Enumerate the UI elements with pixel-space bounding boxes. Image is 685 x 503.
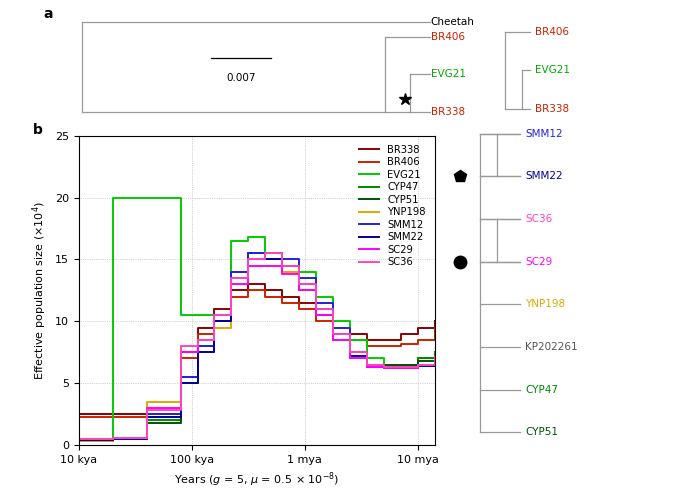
Text: 0.007: 0.007 [226, 73, 256, 83]
Text: SMM12: SMM12 [525, 129, 562, 139]
Text: BR406: BR406 [431, 32, 464, 42]
Text: EVG21: EVG21 [431, 69, 466, 79]
X-axis label: Years ($g$ = 5, $\mu$ = 0.5 $\times$ 10$^{-8}$): Years ($g$ = 5, $\mu$ = 0.5 $\times$ 10$… [174, 470, 340, 489]
Text: YNP198: YNP198 [525, 299, 565, 309]
Text: SMM22: SMM22 [525, 172, 562, 182]
Text: CYP47: CYP47 [525, 384, 558, 394]
Y-axis label: Effective population size ($\times$10$^{4}$): Effective population size ($\times$10$^{… [31, 201, 49, 380]
Text: Cheetah: Cheetah [431, 17, 475, 27]
Text: SC36: SC36 [525, 214, 552, 224]
Text: KP202261: KP202261 [525, 342, 577, 352]
Text: CYP51: CYP51 [525, 427, 558, 437]
Text: BR338: BR338 [431, 107, 465, 117]
Text: BR406: BR406 [535, 28, 569, 37]
Text: a: a [43, 7, 53, 21]
Legend: BR338, BR406, EVG21, CYP47, CYP51, YNP198, SMM12, SMM22, SC29, SC36: BR338, BR406, EVG21, CYP47, CYP51, YNP19… [356, 141, 430, 271]
Text: b: b [32, 123, 42, 137]
Text: BR338: BR338 [535, 104, 569, 114]
Text: SC29: SC29 [525, 257, 552, 267]
Text: EVG21: EVG21 [535, 65, 570, 75]
